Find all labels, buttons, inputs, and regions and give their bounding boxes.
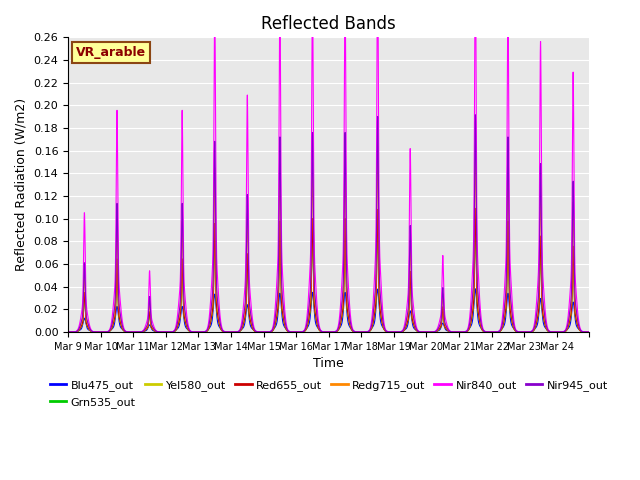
Grn535_out [83, 321, 90, 327]
Grn535_out [586, 329, 593, 335]
Redg715_out [83, 316, 90, 322]
Nir945_out [298, 329, 306, 335]
Nir840_out [298, 329, 306, 335]
Nir840_out [519, 329, 527, 335]
Yel580_out [298, 329, 306, 335]
Nir840_out [456, 329, 463, 335]
Nir945_out [83, 314, 90, 320]
Text: VR_arable: VR_arable [76, 46, 146, 59]
Nir840_out [64, 329, 72, 335]
Red655_out [472, 205, 479, 211]
Nir945_out [64, 329, 72, 335]
Yel580_out [456, 329, 463, 335]
Redg715_out [200, 329, 207, 335]
Blu475_out [200, 329, 207, 335]
Legend: Blu475_out, Grn535_out, Yel580_out, Red655_out, Redg715_out, Nir840_out, Nir945_: Blu475_out, Grn535_out, Yel580_out, Red6… [45, 376, 612, 412]
Grn535_out [298, 329, 306, 335]
Y-axis label: Reflected Radiation (W/m2): Reflected Radiation (W/m2) [15, 98, 28, 271]
Nir945_out [225, 329, 232, 335]
Nir840_out [129, 329, 137, 335]
Line: Nir840_out: Nir840_out [68, 0, 589, 332]
Nir945_out [472, 112, 479, 118]
Grn535_out [200, 329, 207, 335]
Nir840_out [200, 329, 207, 335]
Red655_out [129, 329, 137, 335]
Line: Red655_out: Red655_out [68, 208, 589, 332]
Redg715_out [64, 329, 72, 335]
Blu475_out [129, 329, 137, 335]
Redg715_out [129, 329, 137, 335]
Yel580_out [225, 329, 232, 335]
Blu475_out [472, 286, 479, 292]
Grn535_out [64, 329, 72, 335]
Line: Grn535_out: Grn535_out [68, 220, 589, 332]
Red655_out [225, 329, 232, 335]
Yel580_out [472, 209, 479, 215]
Red655_out [64, 329, 72, 335]
Line: Nir945_out: Nir945_out [68, 115, 589, 332]
Yel580_out [129, 329, 137, 335]
Grn535_out [225, 329, 232, 335]
Yel580_out [200, 329, 207, 335]
Yel580_out [64, 329, 72, 335]
Red655_out [586, 329, 593, 335]
Title: Reflected Bands: Reflected Bands [261, 15, 396, 33]
Redg715_out [298, 329, 306, 335]
Blu475_out [225, 329, 232, 335]
Redg715_out [586, 329, 593, 335]
Red655_out [298, 329, 306, 335]
X-axis label: Time: Time [314, 357, 344, 370]
Nir945_out [200, 329, 207, 335]
Redg715_out [456, 329, 463, 335]
Blu475_out [83, 323, 90, 329]
Line: Blu475_out: Blu475_out [68, 289, 589, 332]
Nir840_out [83, 303, 90, 309]
Red655_out [83, 321, 90, 326]
Yel580_out [519, 329, 527, 335]
Redg715_out [225, 329, 232, 335]
Grn535_out [519, 329, 527, 335]
Nir840_out [586, 329, 593, 335]
Red655_out [456, 329, 463, 335]
Grn535_out [129, 329, 137, 335]
Yel580_out [586, 329, 593, 335]
Yel580_out [83, 321, 90, 326]
Nir945_out [456, 329, 463, 335]
Red655_out [200, 329, 207, 335]
Blu475_out [456, 329, 463, 335]
Line: Redg715_out: Redg715_out [68, 144, 589, 332]
Blu475_out [298, 329, 306, 335]
Redg715_out [472, 142, 479, 147]
Grn535_out [472, 217, 479, 223]
Nir840_out [225, 329, 232, 335]
Red655_out [519, 329, 527, 335]
Nir945_out [586, 329, 593, 335]
Nir945_out [519, 329, 527, 335]
Grn535_out [456, 329, 463, 335]
Nir945_out [129, 329, 137, 335]
Blu475_out [64, 329, 72, 335]
Blu475_out [519, 329, 527, 335]
Redg715_out [519, 329, 527, 335]
Line: Yel580_out: Yel580_out [68, 212, 589, 332]
Blu475_out [586, 329, 593, 335]
